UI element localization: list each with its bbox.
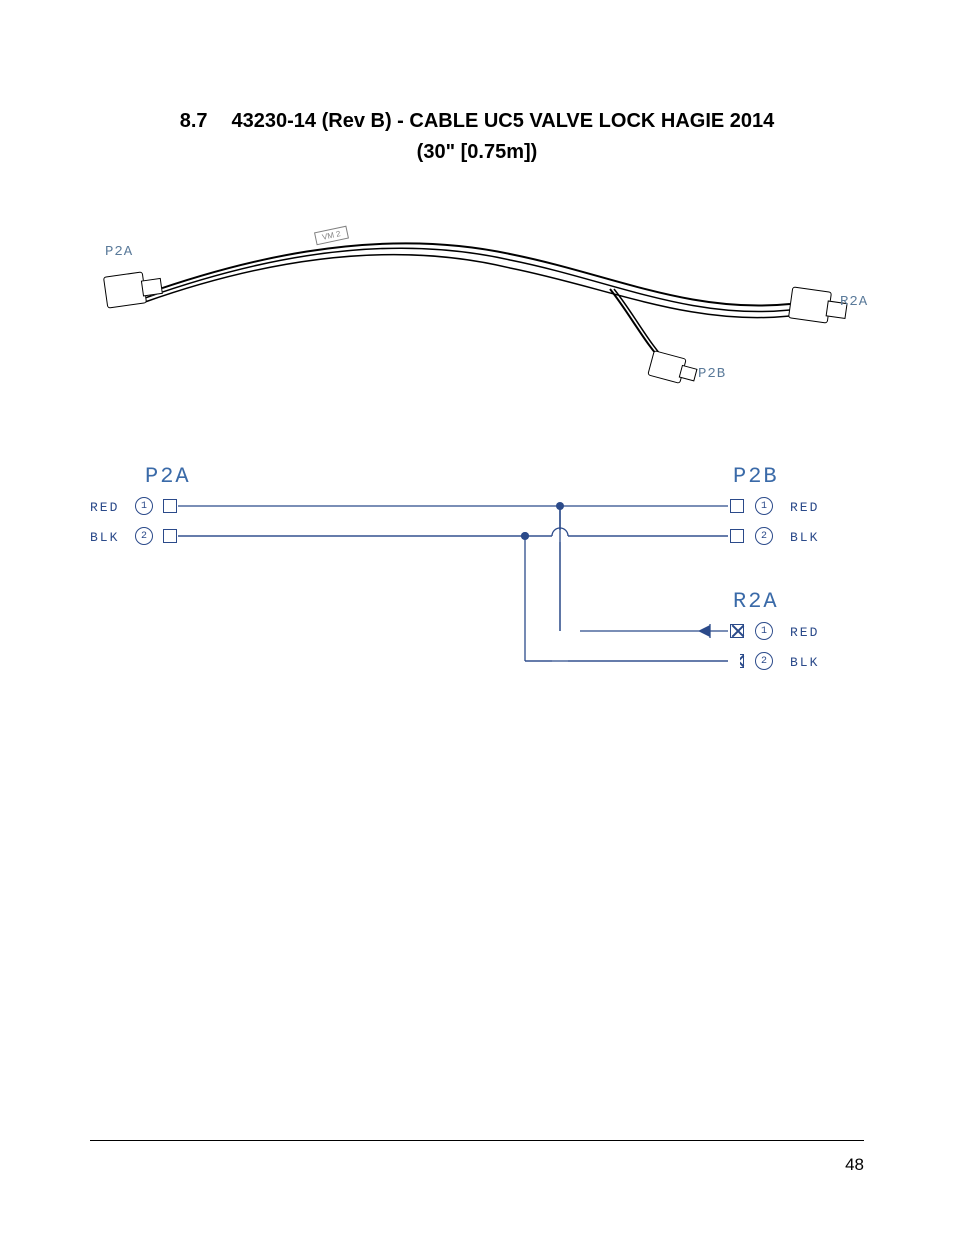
cable-wires-svg xyxy=(90,194,870,414)
heading-row: 8.7 43230-14 (Rev B) - CABLE UC5 VALVE L… xyxy=(180,110,775,133)
wiring-diagram: P2A P2B R2A RED 1 BLK 2 1 RED 2 BLK 1 RE… xyxy=(90,454,870,724)
cable-illustration: VM 2 P2A R2A P2B xyxy=(90,194,870,414)
page-number: 48 xyxy=(90,1155,864,1175)
page-footer: 48 xyxy=(90,1140,864,1175)
connector-p2a xyxy=(103,271,147,308)
connector-p2a-label: P2A xyxy=(105,244,133,260)
connector-r2a xyxy=(788,286,832,323)
footer-rule xyxy=(90,1140,864,1141)
heading-title: 43230-14 (Rev B) - CABLE UC5 VALVE LOCK … xyxy=(232,110,775,133)
connector-p2b-label: P2B xyxy=(698,366,726,382)
wiring-svg xyxy=(90,454,870,724)
section-number: 8.7 xyxy=(180,110,208,133)
section-heading: 8.7 43230-14 (Rev B) - CABLE UC5 VALVE L… xyxy=(90,110,864,133)
page: 8.7 43230-14 (Rev B) - CABLE UC5 VALVE L… xyxy=(0,0,954,1235)
connector-r2a-label: R2A xyxy=(840,294,868,310)
heading-subtitle: (30" [0.75m]) xyxy=(90,141,864,164)
